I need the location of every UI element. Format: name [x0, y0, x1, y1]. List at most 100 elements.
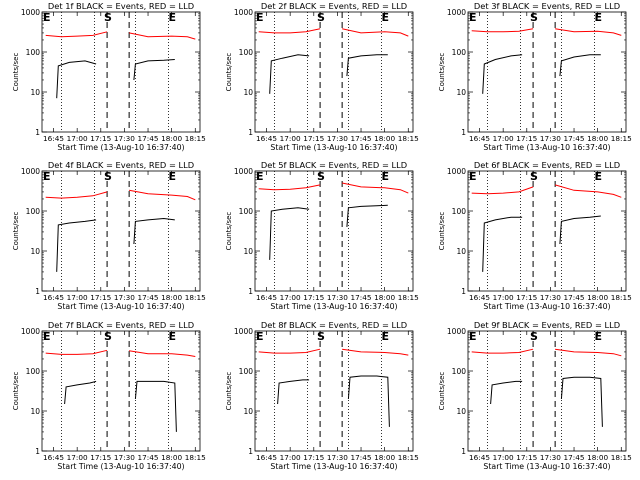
- lld-series-segment-1: [471, 348, 534, 354]
- lld-series-segment-1: [258, 184, 321, 191]
- x-tick-label: 16:45: [43, 453, 64, 462]
- events-series-segment-1: [482, 54, 523, 94]
- y-axis-label: Counts/sec: [438, 372, 446, 411]
- x-tick-label: 16:45: [256, 293, 277, 302]
- chart-panel-5: Det 5f BLACK = Events, RED = LLD 1 10 100 10…: [225, 160, 419, 311]
- x-axis-label: Start Time (13-Aug-10 16:37:40): [57, 462, 184, 471]
- x-tick-label: 16:45: [43, 293, 64, 302]
- y-tick-label: 1: [461, 447, 466, 456]
- x-tick-label: 17:00: [67, 453, 88, 462]
- x-axis-label: Start Time (13-Aug-10 16:37:40): [57, 143, 184, 152]
- events-series-segment-1: [56, 60, 97, 99]
- y-tick-label: 1: [461, 128, 466, 137]
- events-series-segment-1: [277, 379, 310, 405]
- event-marker: S: [104, 11, 112, 24]
- lld-series-segment-1: [45, 31, 108, 38]
- events-series-segment-2: [134, 380, 177, 432]
- lld-series-segment-1: [471, 28, 534, 33]
- x-tick-label: 18:00: [587, 453, 608, 462]
- events-series-segment-2: [559, 54, 601, 77]
- y-tick-label: 1000: [21, 167, 40, 176]
- lld-series-segment-1: [258, 348, 321, 354]
- y-tick-label: 1000: [234, 327, 253, 336]
- events-series-segment-1: [269, 54, 310, 94]
- event-marker: E: [43, 170, 51, 183]
- plot-frame: [467, 11, 627, 133]
- y-tick-label: 100: [452, 207, 467, 216]
- x-tick-label: 17:15: [516, 134, 537, 143]
- y-tick-label: 100: [239, 367, 254, 376]
- y-axis-label: Counts/sec: [12, 212, 20, 251]
- x-tick-label: 17:15: [303, 134, 324, 143]
- events-series-segment-2: [133, 217, 175, 245]
- event-marker: E: [469, 170, 477, 183]
- x-axis-label: Start Time (13-Aug-10 16:37:40): [57, 302, 184, 311]
- events-series-segment-1: [482, 216, 523, 272]
- y-tick-label: 100: [452, 367, 467, 376]
- x-tick-label: 17:00: [493, 134, 514, 143]
- x-axis-label: Start Time (13-Aug-10 16:37:40): [483, 462, 610, 471]
- event-marker: E: [43, 330, 51, 343]
- y-tick-label: 1000: [234, 8, 253, 17]
- event-marker: E: [256, 330, 264, 343]
- event-marker: S: [530, 11, 538, 24]
- y-tick-label: 1: [35, 128, 40, 137]
- x-axis-label: Start Time (13-Aug-10 16:37:40): [270, 462, 397, 471]
- x-tick-label: 18:00: [161, 134, 182, 143]
- events-series-segment-2: [346, 54, 388, 77]
- chart-title: Det 3f BLACK = Events, RED = LLD: [474, 1, 620, 11]
- event-marker: E: [43, 11, 51, 24]
- events-series-segment-2: [559, 215, 601, 245]
- x-tick-label: 18:15: [185, 134, 206, 143]
- event-marker: E: [169, 170, 177, 183]
- y-tick-label: 1: [35, 447, 40, 456]
- y-axis-label: Counts/sec: [225, 53, 233, 92]
- y-tick-label: 1000: [447, 8, 466, 17]
- event-marker: E: [256, 11, 264, 24]
- y-tick-label: 1: [461, 287, 466, 296]
- x-tick-label: 17:00: [280, 453, 301, 462]
- y-tick-label: 10: [456, 247, 466, 256]
- x-tick-label: 17:00: [493, 293, 514, 302]
- y-tick-label: 100: [26, 48, 41, 57]
- plot-frame: [41, 170, 201, 292]
- chart-panel-3: Det 3f BLACK = Events, RED = LLD 1 10 100 10…: [438, 1, 632, 152]
- y-tick-label: 10: [456, 88, 466, 97]
- y-tick-label: 1000: [21, 8, 40, 17]
- y-tick-label: 10: [456, 407, 466, 416]
- lld-series-segment-2: [555, 348, 622, 357]
- events-series-segment-2: [347, 375, 390, 427]
- lld-series-segment-2: [554, 184, 622, 198]
- x-tick-label: 17:30: [540, 453, 561, 462]
- chart-panel-1: Det 1f BLACK = Events, RED = LLD 1 10 100 10…: [12, 1, 206, 152]
- chart-panel-8: Det 8f BLACK = Events, RED = LLD 1 10 100 10…: [225, 320, 419, 471]
- x-tick-label: 18:15: [611, 134, 632, 143]
- y-tick-label: 100: [26, 367, 41, 376]
- x-tick-label: 18:15: [398, 293, 419, 302]
- y-tick-label: 10: [30, 407, 40, 416]
- event-marker: E: [382, 330, 390, 343]
- chart-title: Det 6f BLACK = Events, RED = LLD: [474, 160, 620, 170]
- x-axis-label: Start Time (13-Aug-10 16:37:40): [483, 302, 610, 311]
- chart-title: Det 8f BLACK = Events, RED = LLD: [261, 320, 407, 330]
- y-axis-label: Counts/sec: [12, 372, 20, 411]
- lld-series-segment-2: [128, 32, 196, 40]
- x-tick-label: 17:00: [67, 293, 88, 302]
- lld-series-segment-1: [45, 191, 108, 199]
- event-marker: S: [104, 330, 112, 343]
- lld-series-segment-2: [342, 348, 409, 356]
- event-marker: E: [595, 170, 603, 183]
- x-tick-label: 17:30: [114, 293, 135, 302]
- y-axis-label: Counts/sec: [438, 53, 446, 92]
- x-tick-label: 17:45: [138, 453, 159, 462]
- chart-panel-7: Det 7f BLACK = Events, RED = LLD 1 10 100 10…: [12, 320, 206, 471]
- y-tick-label: 1: [248, 287, 253, 296]
- x-tick-label: 17:00: [67, 134, 88, 143]
- y-tick-label: 1000: [21, 327, 40, 336]
- x-tick-label: 17:45: [564, 134, 585, 143]
- y-tick-label: 1: [248, 447, 253, 456]
- y-tick-label: 1000: [447, 167, 466, 176]
- y-tick-label: 1: [35, 287, 40, 296]
- x-tick-label: 16:45: [256, 134, 277, 143]
- chart-title: Det 2f BLACK = Events, RED = LLD: [261, 1, 407, 11]
